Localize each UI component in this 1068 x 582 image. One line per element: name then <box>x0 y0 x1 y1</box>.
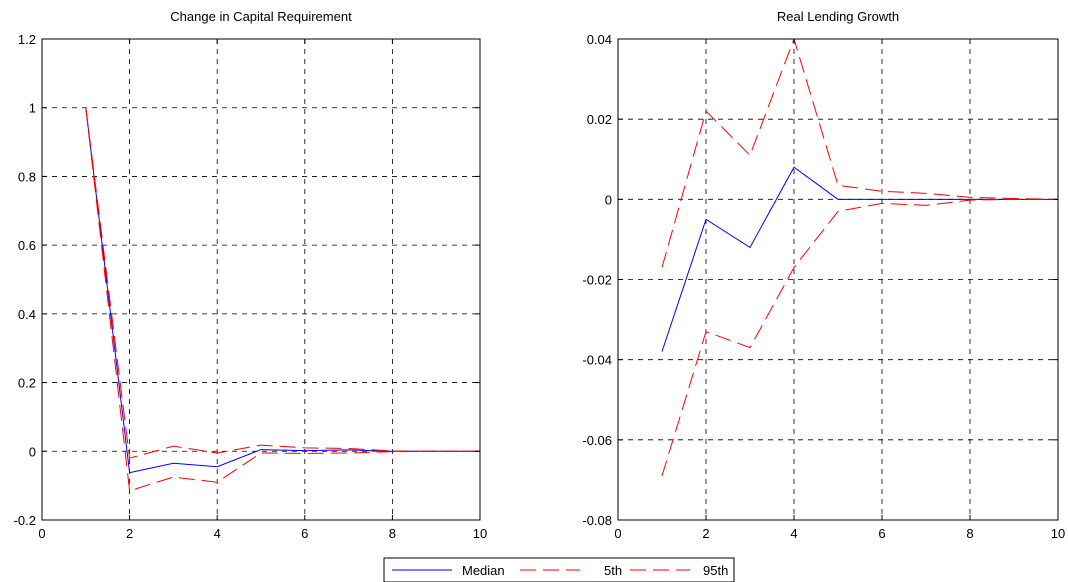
x-tick-label: 2 <box>126 526 133 541</box>
x-tick-label: 0 <box>38 526 45 541</box>
x-tick-label: 10 <box>473 526 487 541</box>
legend-label-5th: 5th <box>604 563 622 578</box>
y-tick-label: 1 <box>29 101 36 116</box>
axes-frame <box>41 38 481 521</box>
y-tick-label: -0.04 <box>582 353 612 368</box>
x-tick-label: 4 <box>790 526 797 541</box>
legend: Median 5th 95th <box>383 557 735 582</box>
series-line-5th <box>85 107 480 492</box>
y-tick-label: 0 <box>605 192 612 207</box>
y-tick-label: -0.02 <box>582 273 612 288</box>
x-tick-label: 8 <box>389 526 396 541</box>
y-tick-label: -0.08 <box>582 513 612 528</box>
chart-title: Change in Capital Requirement <box>170 9 352 24</box>
y-tick-label: -0.2 <box>14 513 36 528</box>
x-tick-label: 2 <box>702 526 709 541</box>
y-tick-label: 0.8 <box>18 169 36 184</box>
x-tick-label: 4 <box>214 526 221 541</box>
y-tick-label: 0.02 <box>587 112 612 127</box>
series-line-95th <box>85 107 480 459</box>
y-tick-label: 0.2 <box>18 376 36 391</box>
y-tick-label: 1.2 <box>18 32 36 47</box>
y-tick-label: 0.6 <box>18 238 36 253</box>
panel-2: 0 2 4 6 8 10 -0.08 -0.06 -0.04 -0.02 0 0.02 0.04 Real… <box>582 9 1065 541</box>
y-tick-label: 0.04 <box>587 32 612 47</box>
y-tick-label: -0.06 <box>582 433 612 448</box>
chart-title: Real Lending Growth <box>777 9 899 24</box>
x-tick-label: 6 <box>878 526 885 541</box>
legend-label-95th: 95th <box>703 563 728 578</box>
series-line-5th <box>661 198 1058 477</box>
x-tick-label: 6 <box>301 526 308 541</box>
y-tick-label: 0.4 <box>18 307 36 322</box>
x-tick-label: 8 <box>966 526 973 541</box>
x-tick-label: 10 <box>1051 526 1065 541</box>
series-line-95th <box>661 37 1059 268</box>
legend-label-median: Median <box>462 563 505 578</box>
plot-area <box>42 39 480 520</box>
y-tick-label: 0 <box>29 444 36 459</box>
x-tick-label: 0 <box>614 526 621 541</box>
